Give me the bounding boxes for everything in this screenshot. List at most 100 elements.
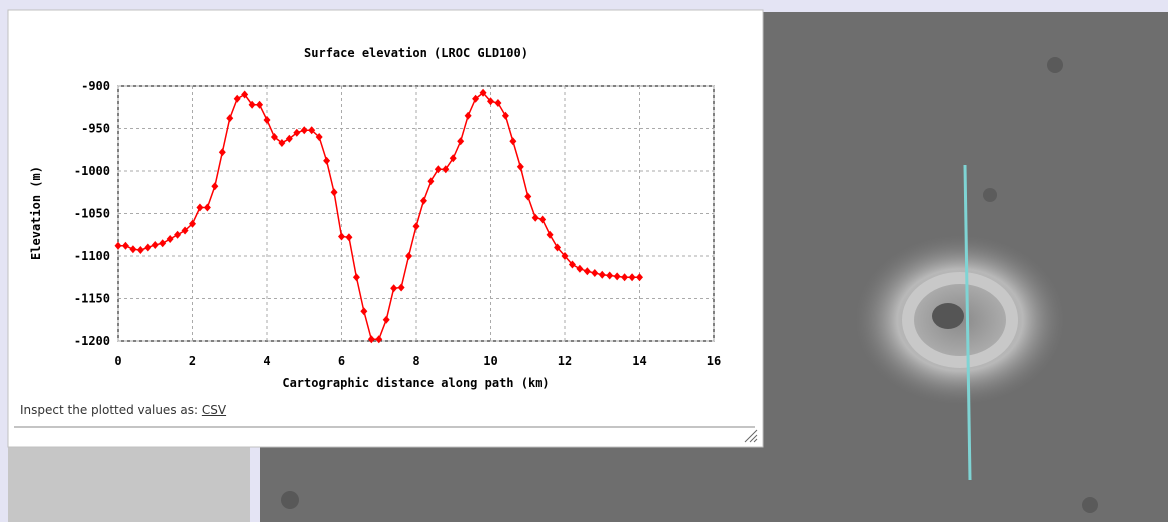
point <box>345 233 353 242</box>
y-tick-label: -1150 <box>74 292 110 306</box>
point <box>203 203 211 212</box>
point <box>546 230 554 239</box>
point <box>501 111 509 120</box>
csv-link[interactable]: CSV <box>201 403 227 417</box>
point <box>434 165 442 174</box>
point <box>464 111 472 120</box>
point <box>233 94 241 103</box>
point <box>419 196 427 205</box>
y-axis-label: Elevation (m) <box>29 166 43 260</box>
point <box>636 273 643 282</box>
crater <box>1047 57 1063 73</box>
x-tick-label: 14 <box>632 354 646 368</box>
point <box>293 128 301 137</box>
chart: Surface elevation (LROC GLD100) Cartogra… <box>29 46 721 390</box>
x-tick-label: 8 <box>412 354 419 368</box>
point <box>457 137 465 146</box>
point <box>352 273 360 282</box>
point <box>181 226 189 235</box>
point <box>248 100 256 109</box>
point <box>494 99 502 107</box>
point <box>606 271 614 280</box>
x-tick-label: 6 <box>338 354 345 368</box>
point <box>323 156 331 165</box>
point <box>487 97 494 106</box>
point <box>427 177 435 186</box>
crater <box>1082 497 1098 513</box>
point <box>144 243 152 252</box>
point <box>397 283 405 292</box>
point <box>189 219 196 228</box>
point <box>479 88 487 97</box>
x-tick-label: 0 <box>114 354 121 368</box>
x-tick-label: 2 <box>189 354 196 368</box>
point <box>412 222 420 231</box>
crater <box>281 491 299 509</box>
point <box>628 273 636 282</box>
point <box>136 246 144 255</box>
point <box>390 284 398 293</box>
y-tick-label: -950 <box>81 122 110 136</box>
point <box>583 267 591 276</box>
point <box>531 213 539 222</box>
point <box>621 273 629 282</box>
point <box>524 192 532 201</box>
footer: Inspect the plotted values as: CSV <box>20 403 226 417</box>
side-panel <box>8 447 250 522</box>
point <box>151 240 159 249</box>
crater <box>983 188 997 202</box>
point <box>375 335 383 344</box>
point <box>270 133 278 141</box>
point <box>561 252 569 260</box>
point <box>174 230 182 239</box>
chart-title: Surface elevation (LROC GLD100) <box>304 46 528 60</box>
point <box>442 165 450 174</box>
point <box>591 269 599 277</box>
point <box>256 100 264 109</box>
y-tick-label: -900 <box>81 79 110 93</box>
point <box>509 137 517 146</box>
footer-text: Inspect the plotted values as: <box>20 403 199 417</box>
x-axis-label: Cartographic distance along path (km) <box>282 376 549 390</box>
resize-handle[interactable] <box>744 429 758 443</box>
point <box>308 126 316 135</box>
point <box>367 335 375 344</box>
point <box>159 239 167 248</box>
point <box>114 241 122 250</box>
point <box>121 241 129 250</box>
point <box>576 264 584 273</box>
y-tick-label: -1000 <box>74 164 110 178</box>
point <box>278 138 286 147</box>
point <box>405 252 413 260</box>
point <box>315 133 323 141</box>
point <box>218 148 226 157</box>
y-tick-label: -1200 <box>74 334 110 348</box>
point <box>338 232 345 241</box>
crater-pit <box>932 303 964 329</box>
point <box>330 188 338 197</box>
point <box>554 243 562 252</box>
point <box>211 182 219 191</box>
point <box>382 315 390 324</box>
x-tick-label: 16 <box>707 354 721 368</box>
crater-rim <box>902 272 1018 368</box>
point <box>285 134 293 143</box>
point <box>516 162 524 171</box>
x-tick-label: 4 <box>263 354 270 368</box>
point <box>598 270 606 279</box>
y-tick-label: -1050 <box>74 207 110 221</box>
point <box>129 245 137 254</box>
point <box>613 272 621 281</box>
point <box>449 154 457 163</box>
point <box>263 116 271 124</box>
point <box>539 215 547 224</box>
point <box>300 126 308 135</box>
point <box>166 235 174 243</box>
x-tick-label: 12 <box>558 354 572 368</box>
y-tick-label: -1100 <box>74 249 110 263</box>
point <box>360 307 368 316</box>
point <box>196 203 204 212</box>
point <box>568 260 576 269</box>
